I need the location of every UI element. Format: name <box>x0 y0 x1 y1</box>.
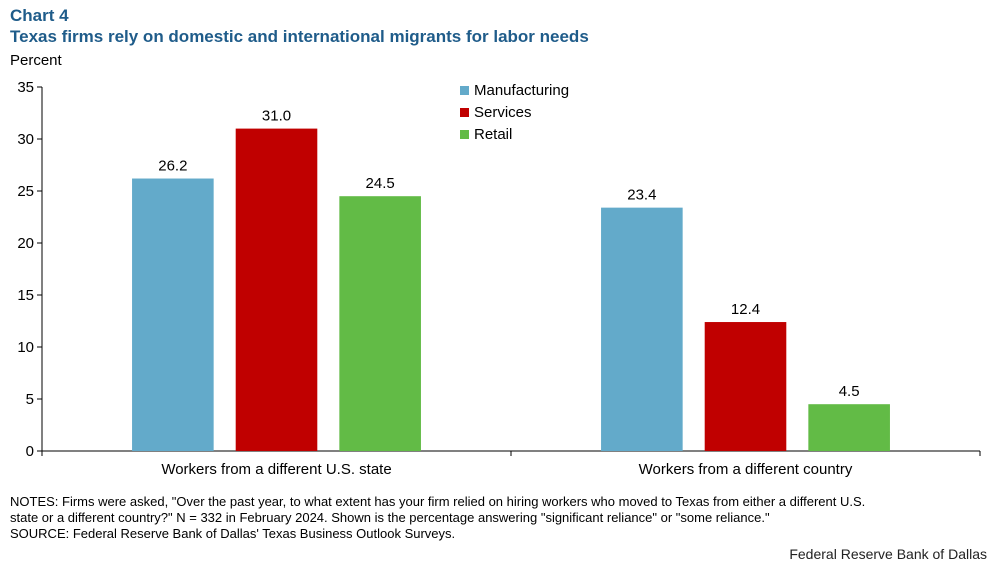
notes-line-1: NOTES: Firms were asked, "Over the past … <box>10 494 866 509</box>
bar-chart: 0 5 10 15 20 25 30 35 26.2 31.0 24.5 Workers from a… <box>17 79 981 478</box>
data-label: 24.5 <box>366 175 395 192</box>
x-category-label: Workers from a different U.S. state <box>161 461 391 478</box>
bar-manufacturing-2 <box>601 207 683 451</box>
legend: Manufacturing Services Retail <box>460 79 569 145</box>
y-tick-label: 25 <box>17 183 34 200</box>
legend-item-services: Services <box>460 101 569 123</box>
chart-title: Texas firms rely on domestic and interna… <box>10 27 589 46</box>
data-label: 23.4 <box>627 187 656 204</box>
data-label: 12.4 <box>731 301 760 318</box>
legend-label: Manufacturing <box>474 81 570 99</box>
notes: NOTES: Firms were asked, "Over the past … <box>10 494 985 542</box>
x-category-label: Workers from a different country <box>639 461 853 478</box>
y-tick-label: 35 <box>17 79 34 96</box>
bar-retail-1 <box>339 196 421 451</box>
y-axis-unit-label: Percent <box>10 52 62 69</box>
legend-label: Retail <box>474 125 513 143</box>
chart-number: Chart 4 <box>10 6 69 25</box>
legend-item-manufacturing: Manufacturing <box>460 79 569 101</box>
y-tick-label: 0 <box>26 443 34 460</box>
legend-label: Services <box>474 103 532 121</box>
data-label: 26.2 <box>158 158 187 175</box>
data-label: 31.0 <box>262 108 291 125</box>
legend-swatch <box>460 129 469 139</box>
y-tick-label: 10 <box>17 339 34 356</box>
data-label: 4.5 <box>839 383 860 400</box>
legend-item-retail: Retail <box>460 123 569 145</box>
bar-services-2 <box>704 322 787 451</box>
legend-swatch <box>460 85 469 95</box>
bar-retail-2 <box>808 404 890 451</box>
credit-line: Federal Reserve Bank of Dallas <box>789 546 987 562</box>
legend-swatch <box>460 107 469 117</box>
y-tick-label: 5 <box>26 391 34 408</box>
bar-manufacturing-1 <box>132 178 214 451</box>
source-line: SOURCE: Federal Reserve Bank of Dallas' … <box>10 526 456 541</box>
y-tick-label: 30 <box>17 131 34 148</box>
notes-line-2: state or a different country?" N = 332 i… <box>10 510 770 525</box>
bar-services-1 <box>235 128 318 451</box>
y-tick-label: 20 <box>17 235 34 252</box>
y-tick-label: 15 <box>17 287 34 304</box>
